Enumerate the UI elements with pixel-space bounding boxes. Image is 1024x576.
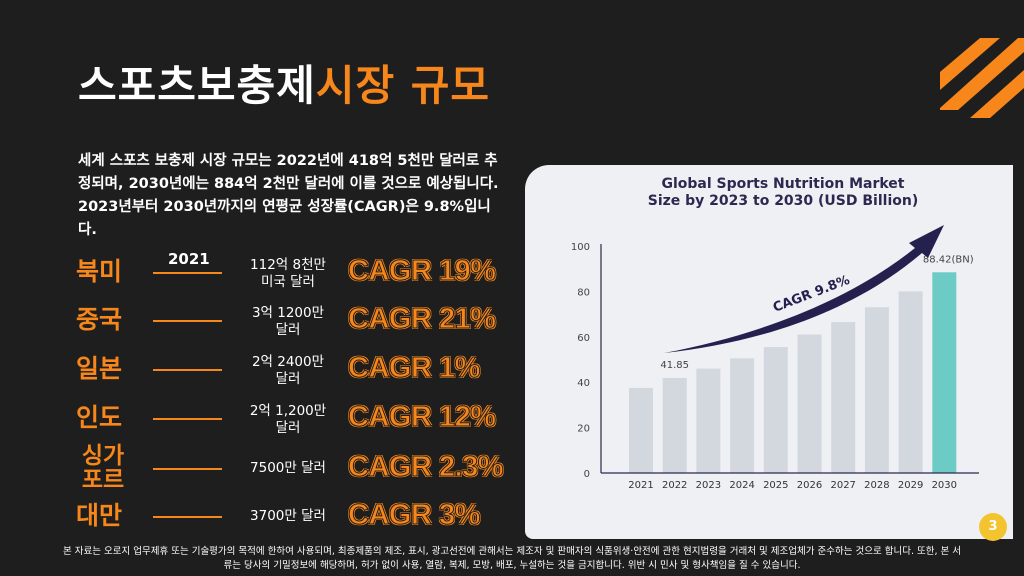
value-line-1: 2억 2400만 <box>251 354 325 370</box>
region-cagr: CAGR 19% <box>348 255 497 288</box>
region-value: 2억 1,200만 달러 <box>236 403 340 437</box>
value-line-2: 달러 <box>275 371 301 387</box>
region-value: 2억 2400만 달러 <box>236 354 340 388</box>
value-line-2: 미국 달러 <box>261 274 315 290</box>
value-line-1: 3억 1200만 <box>251 305 325 321</box>
y-tick-label: 80 <box>577 287 590 298</box>
region-cagr: CAGR 3% <box>348 499 481 532</box>
x-tick-label: 2026 <box>797 480 822 491</box>
bar-2028 <box>864 307 889 473</box>
y-tick-label: 60 <box>577 333 590 344</box>
connector-line <box>153 516 222 518</box>
decorative-stripes-icon <box>940 38 1024 118</box>
region-name: 북미 <box>76 257 123 286</box>
x-tick-label: 2029 <box>898 480 923 491</box>
value-line-1: 3700만 달러 <box>250 508 326 524</box>
region-value: 3700만 달러 <box>236 508 340 525</box>
y-tick-label: 0 <box>584 469 590 480</box>
connector-line <box>153 320 222 322</box>
bar-2027 <box>831 322 856 473</box>
connector-line <box>153 468 222 470</box>
x-tick-label: 2028 <box>864 480 889 491</box>
data-label: 88.42(BN) <box>923 254 974 265</box>
value-line-2: 달러 <box>275 322 301 338</box>
bar-2030 <box>932 272 957 473</box>
chart-title-line-1: Global Sports Nutrition Market <box>661 176 904 192</box>
footer-line-1: 본 자료는 오로지 업무제휴 또는 기술평가의 목적에 한하여 사용되며, 최종… <box>62 546 961 557</box>
bar-2023 <box>696 368 721 473</box>
data-label: 41.85 <box>660 360 689 371</box>
region-cagr: CAGR 2.3% <box>347 451 504 484</box>
value-line-1: 112억 8천만 <box>250 257 326 273</box>
value-line-2: 달러 <box>275 420 301 436</box>
bar-2024 <box>730 358 755 473</box>
region-name: 인도 <box>76 403 123 432</box>
summary-paragraph: 세계 스포츠 보충제 시장 규모는 2022년에 418억 5천만 달러로 추정… <box>78 153 499 238</box>
region-cagr: CAGR 1% <box>348 352 481 385</box>
region-cagr: CAGR 12% <box>348 401 497 434</box>
x-tick-label: 2022 <box>662 480 687 491</box>
x-tick-label: 2023 <box>696 480 721 491</box>
x-tick-label: 2025 <box>763 480 788 491</box>
connector-line <box>153 369 222 371</box>
region-name: 중국 <box>76 305 123 334</box>
bar-2029 <box>898 291 923 473</box>
bar-2022 <box>662 378 687 473</box>
bar-2021 <box>629 387 653 473</box>
y-tick-label: 100 <box>571 242 590 253</box>
page-title: 스포츠보충제시장 규모 <box>78 52 490 113</box>
y-tick-label: 20 <box>577 424 590 435</box>
x-tick-label: 2021 <box>628 480 653 491</box>
region-name: 대만 <box>76 501 123 530</box>
region-value: 112억 8천만 미국 달러 <box>236 257 340 291</box>
x-tick-label: 2030 <box>932 480 957 491</box>
region-value: 7500만 달러 <box>236 460 340 477</box>
value-line-1: 7500만 달러 <box>250 460 326 476</box>
region-name: 싱가포르 <box>81 443 125 493</box>
connector-line <box>153 272 222 274</box>
year-label: 2021 <box>168 250 210 268</box>
value-line-1: 2억 1,200만 <box>249 403 327 419</box>
footer-line-2: 류는 당사의 기밀정보에 해당하며, 허가 없이 사용, 열람, 복제, 모방,… <box>223 560 801 571</box>
bar-2026 <box>797 334 822 473</box>
x-tick-label: 2024 <box>729 480 754 491</box>
page-number-badge: 3 <box>979 513 1007 541</box>
region-name: 일본 <box>76 354 123 383</box>
region-value: 3억 1200만 달러 <box>236 305 340 339</box>
chart-title-line-2: Size by 2023 to 2030 (USD Billion) <box>648 193 918 209</box>
y-tick-label: 40 <box>577 378 590 389</box>
bar-2025 <box>763 347 788 473</box>
disclaimer-footer: 본 자료는 오로지 업무제휴 또는 기술평가의 목적에 한하여 사용되며, 최종… <box>0 545 1024 573</box>
region-cagr: CAGR 21% <box>348 303 497 336</box>
x-tick-label: 2027 <box>830 480 855 491</box>
connector-line <box>153 418 222 420</box>
title-orange: 시장 규모 <box>315 61 491 110</box>
title-white: 스포츠보충제 <box>78 61 316 110</box>
